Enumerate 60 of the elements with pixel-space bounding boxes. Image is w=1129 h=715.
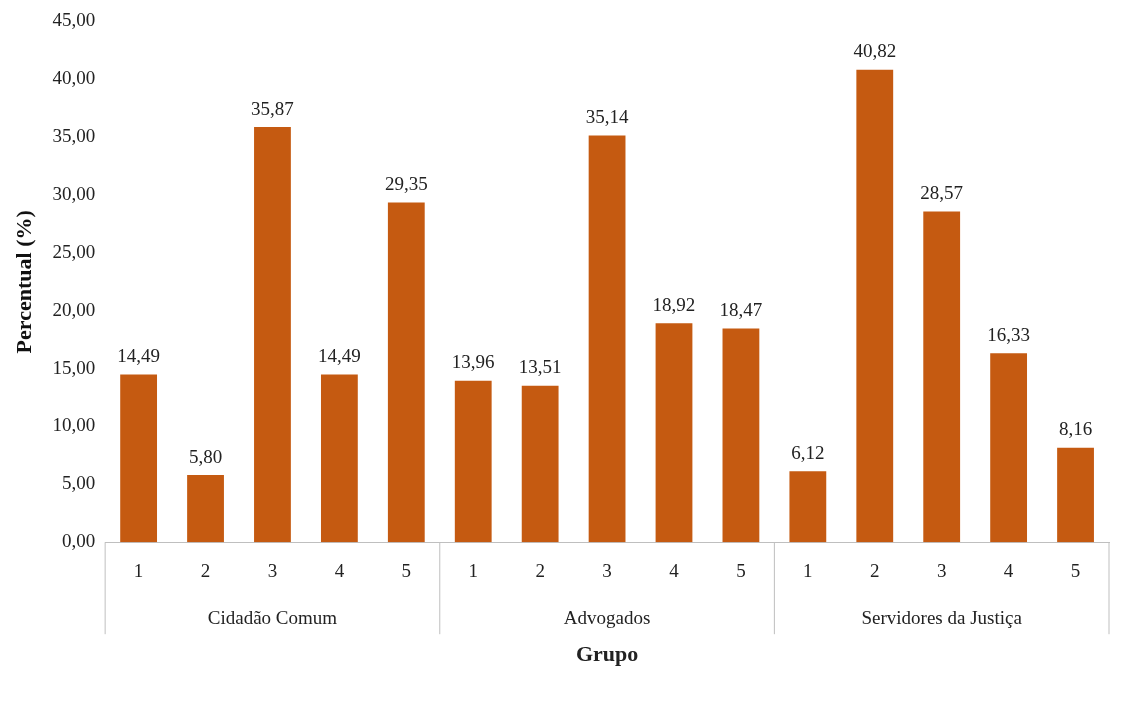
x-tick-label: 4: [669, 559, 680, 581]
bar: [655, 323, 693, 543]
x-tick-label: 5: [1070, 559, 1081, 581]
y-tick-label: 0,00: [61, 530, 96, 552]
bar: [521, 385, 559, 543]
y-tick-label: 20,00: [52, 298, 96, 320]
bar: [923, 211, 961, 543]
x-tick-label: 3: [936, 559, 947, 581]
bar: [990, 353, 1028, 543]
y-tick-label: 25,00: [52, 240, 96, 262]
bar: [856, 69, 894, 543]
data-label: 29,35: [384, 173, 428, 195]
bar: [254, 127, 291, 543]
y-tick-label: 30,00: [52, 182, 96, 204]
data-label: 40,82: [853, 40, 897, 62]
x-tick-label: 5: [736, 559, 746, 581]
data-label: 14,49: [117, 344, 160, 366]
y-tick-label: 5,00: [61, 472, 96, 494]
data-label: 8,16: [1058, 418, 1093, 440]
data-label: 35,87: [251, 97, 294, 119]
x-axis-title: Grupo: [575, 640, 639, 666]
x-tick-label: 2: [870, 559, 880, 581]
bar: [789, 471, 827, 543]
text: Servidores da Justiça: [861, 607, 1023, 629]
text: Cidadão Comum: [207, 607, 338, 629]
bar: [454, 380, 492, 543]
bar: [722, 328, 760, 543]
data-label: 18,47: [719, 298, 763, 320]
y-axis-title: Percentual (%): [10, 210, 36, 354]
data-label: 13,96: [451, 351, 495, 373]
bar: [120, 374, 158, 543]
y-tick-label: 45,00: [52, 9, 96, 31]
text: Advogados: [563, 607, 651, 629]
x-tick-label: 2: [535, 559, 545, 581]
y-tick-label: 15,00: [52, 356, 96, 378]
data-label: 28,57: [920, 182, 964, 204]
y-tick-label: 40,00: [52, 67, 96, 89]
x-tick-label: 1: [468, 559, 478, 581]
x-tick-label: 4: [1003, 559, 1014, 581]
y-tick-label: 10,00: [52, 414, 96, 436]
bar: [320, 374, 358, 543]
x-tick-label: 1: [803, 559, 813, 581]
data-label: 35,14: [585, 106, 629, 127]
x-tick-label: 1: [133, 559, 144, 581]
x-tick-label: 3: [267, 559, 278, 581]
bar: [187, 475, 224, 543]
bar: [588, 135, 626, 543]
y-tick-label: 35,00: [52, 125, 96, 147]
x-tick-label: 5: [401, 559, 412, 581]
data-label: 13,51: [518, 356, 562, 378]
x-tick-label: 4: [334, 559, 345, 581]
data-label: 16,33: [987, 323, 1030, 345]
data-label: 14,49: [318, 344, 361, 366]
data-label: 18,92: [652, 293, 696, 315]
bar: [1057, 447, 1094, 543]
x-tick-label: 3: [602, 559, 612, 581]
data-label: 5,80: [188, 445, 223, 467]
data-label: 6,12: [791, 441, 825, 463]
bar: [387, 202, 425, 543]
x-tick-label: 2: [200, 559, 211, 581]
